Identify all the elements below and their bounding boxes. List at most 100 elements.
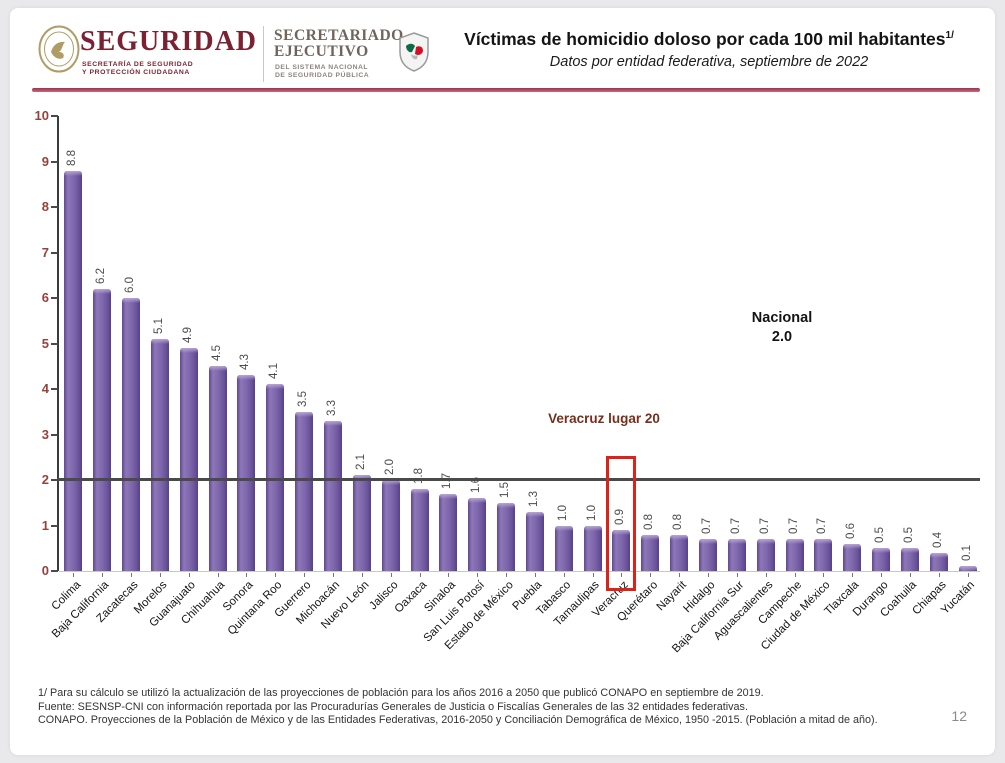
- x-axis-tick: [736, 573, 738, 577]
- bar: [266, 384, 285, 571]
- footnote-line1: 1/ Para su cálculo se utilizó la actuali…: [38, 687, 764, 699]
- bar-value-label: 0.7: [758, 518, 771, 535]
- y-axis-tick: [51, 388, 58, 390]
- bar: [843, 543, 862, 571]
- x-axis-tick: [650, 573, 652, 577]
- y-axis-tick: [51, 479, 58, 481]
- bar-value-label: 0.5: [874, 527, 887, 544]
- bar: [756, 539, 775, 571]
- chart-title-text: Víctimas de homicidio doloso por cada 10…: [464, 29, 946, 49]
- x-axis-tick: [131, 573, 133, 577]
- bar: [179, 348, 198, 571]
- x-axis-tick: [621, 573, 623, 577]
- bar-value-label: 1.5: [499, 481, 512, 498]
- x-axis-tick: [765, 573, 767, 577]
- bar-value-label: 3.5: [297, 390, 310, 407]
- x-axis-tick: [390, 573, 392, 577]
- bar-value-label: 3.3: [326, 399, 339, 416]
- bar-value-label: 0.6: [845, 522, 858, 539]
- seguridad-seal-icon: [38, 25, 80, 73]
- bar-value-label: 1.8: [412, 468, 425, 485]
- sesnsp-shield-icon: [399, 32, 429, 72]
- footnotes: 1/ Para su cálculo se utilizó la actuali…: [38, 687, 918, 728]
- bar: [727, 539, 746, 571]
- y-axis-label: 9: [41, 153, 49, 169]
- bar: [872, 548, 891, 571]
- bar-value-label: 4.1: [268, 363, 281, 380]
- secretariado-name: SECRETARIADO EJECUTIVO: [274, 28, 404, 60]
- y-axis-label: 3: [41, 426, 49, 442]
- bar-value-label: 4.5: [210, 345, 223, 362]
- y-axis-tick: [51, 342, 58, 345]
- bar-value-label: 0.1: [960, 545, 973, 562]
- secretariado-subtitle-line2: DE SEGURIDAD PÚBLICA: [275, 72, 370, 79]
- bar-value-label: 0.7: [700, 518, 713, 535]
- bar: [468, 498, 487, 571]
- x-axis-tick: [534, 573, 536, 577]
- x-axis-tick: [592, 573, 594, 577]
- bar-value-label: 2.0: [383, 459, 396, 475]
- x-axis-tick: [419, 573, 421, 577]
- bar: [381, 480, 400, 571]
- y-axis-label: 2: [41, 472, 49, 487]
- bar-chart-plot: Nacional 2.0 Veracruz lugar 20 0 1 2 3 4 5 6 7 8…: [35, 108, 980, 655]
- secretariado-subtitle-line1: DEL SISTEMA NACIONAL: [275, 64, 369, 71]
- bar-value-label: 4.3: [239, 354, 252, 371]
- bar: [641, 534, 660, 571]
- bar: [958, 566, 977, 571]
- x-axis-tick: [188, 573, 190, 577]
- bar-value-label: 5.1: [152, 317, 165, 334]
- bar-value-label: 1.3: [527, 490, 540, 507]
- y-axis-label: 10: [34, 108, 49, 123]
- bar: [785, 539, 804, 571]
- bar: [208, 366, 227, 571]
- bar-value-label: 0.7: [816, 518, 829, 535]
- bar: [525, 511, 544, 571]
- y-axis-label: 5: [41, 335, 49, 351]
- footnote-line2: Fuente: SESNSP-CNI con información repor…: [38, 700, 748, 713]
- x-axis-line: [59, 571, 980, 572]
- bar-value-label: 0.7: [729, 518, 742, 535]
- brand-name: SEGURIDAD: [80, 26, 258, 57]
- x-axis-tick: [102, 573, 104, 577]
- y-axis-label: 7: [41, 244, 49, 260]
- y-axis-label: 1: [41, 517, 49, 533]
- bar-value-label: 4.9: [181, 327, 194, 344]
- x-axis-tick: [563, 573, 565, 577]
- veracruz-rank-annotation: Veracruz lugar 20: [548, 411, 660, 426]
- x-axis-tick: [217, 573, 219, 577]
- x-axis-tick: [246, 573, 248, 577]
- x-axis-tick: [909, 573, 911, 577]
- bar-value-label: 6.0: [124, 277, 137, 293]
- bar: [324, 420, 343, 571]
- bar: [410, 489, 429, 571]
- header-rule: [32, 88, 980, 92]
- national-average-value: 2.0: [771, 329, 793, 345]
- bar-value-label: 0.5: [902, 527, 915, 544]
- slide-card: SEGURIDAD SECRETARÍA DE SEGURIDAD Y PROT…: [10, 8, 995, 755]
- footnote-line3: CONAPO. Proyecciones de la Población de …: [38, 714, 878, 726]
- x-axis-tick: [967, 573, 969, 577]
- bar: [352, 475, 371, 571]
- bar-value-label: 0.7: [787, 518, 800, 535]
- header-divider: [263, 26, 264, 82]
- x-axis-tick: [333, 573, 335, 577]
- x-axis-tick: [881, 573, 883, 577]
- x-axis-tick: [794, 573, 796, 577]
- y-axis-label: 6: [41, 290, 49, 305]
- x-axis-tick: [852, 573, 854, 577]
- y-axis-tick: [51, 160, 58, 163]
- bar: [900, 548, 919, 571]
- x-axis-tick: [361, 573, 363, 577]
- bar: [93, 288, 112, 571]
- y-axis-tick: [51, 115, 58, 117]
- bar: [122, 298, 141, 571]
- bar: [929, 552, 948, 571]
- bar: [64, 170, 83, 571]
- bar-value-label: 8.8: [66, 149, 79, 166]
- secretariado-line1: SECRETARIADO: [274, 27, 404, 44]
- x-axis-tick: [73, 573, 75, 577]
- bar: [295, 411, 314, 571]
- x-axis-tick: [159, 573, 161, 577]
- y-axis-label: 8: [41, 199, 49, 214]
